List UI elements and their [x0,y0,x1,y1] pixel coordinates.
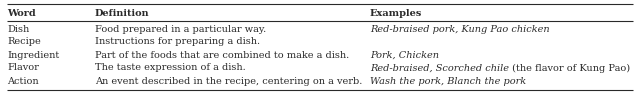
Text: Ingredient: Ingredient [7,51,60,60]
Text: Examples: Examples [370,9,422,18]
Text: (the flavor of Kung Pao): (the flavor of Kung Pao) [509,63,630,73]
Text: Red-braised, Scorched chile: Red-braised, Scorched chile [370,64,509,72]
Text: Recipe: Recipe [7,37,41,47]
Text: Flavor: Flavor [7,64,39,72]
Text: Wash the pork, Blanch the pork: Wash the pork, Blanch the pork [370,77,526,85]
Text: Instructions for preparing a dish.: Instructions for preparing a dish. [95,37,260,47]
Text: Part of the foods that are combined to make a dish.: Part of the foods that are combined to m… [95,51,349,60]
Text: Word: Word [7,9,36,18]
Text: Food prepared in a particular way.: Food prepared in a particular way. [95,24,266,33]
Text: Red-braised pork, Kung Pao chicken: Red-braised pork, Kung Pao chicken [370,24,550,33]
Text: An event described in the recipe, centering on a verb.: An event described in the recipe, center… [95,77,362,85]
Text: Pork, Chicken: Pork, Chicken [370,51,439,60]
Text: Definition: Definition [95,9,150,18]
Text: Action: Action [7,77,38,85]
Text: The taste expression of a dish.: The taste expression of a dish. [95,64,246,72]
Text: Dish: Dish [7,24,29,33]
